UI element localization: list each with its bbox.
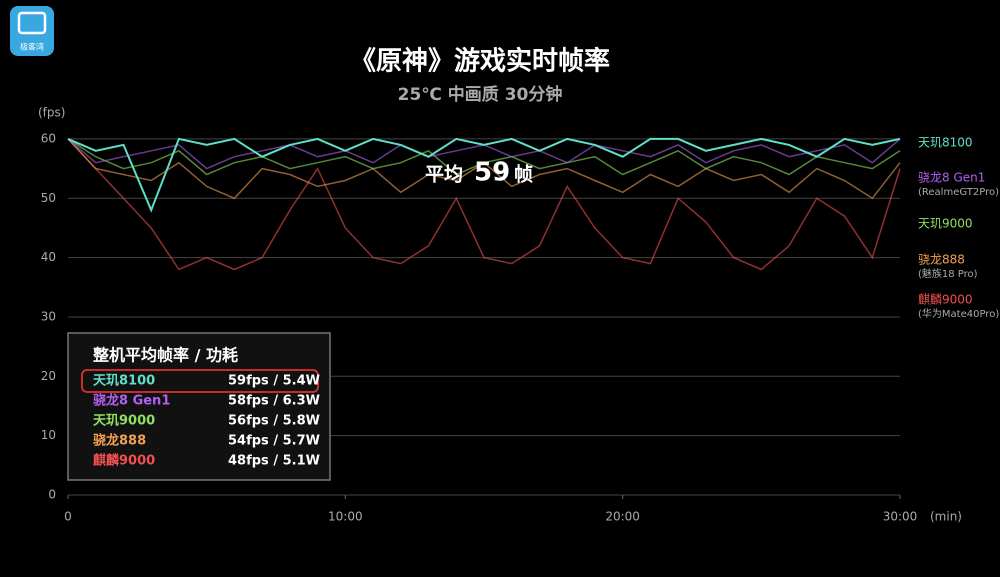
legend-label: 骁龙888 <box>918 253 965 267</box>
x-axis-label: (min) <box>930 510 962 524</box>
legend-label: 骁龙8 Gen1 <box>918 171 985 185</box>
y-tick-label: 50 <box>41 191 56 205</box>
series-line <box>67 137 901 213</box>
summary-value: 48fps / 5.1W <box>228 454 320 469</box>
x-tick-label: 10:00 <box>328 510 363 524</box>
y-tick-label: 40 <box>41 250 56 264</box>
lines <box>67 137 901 271</box>
summary-box <box>67 332 331 481</box>
summary-title: 整机平均帧率 / 功耗 <box>92 346 238 365</box>
legend-label: 麒麟9000 <box>918 292 973 307</box>
annotation-prefix: 平均 <box>425 163 463 186</box>
annotation-suffix: 帧 <box>514 163 533 186</box>
series-line <box>67 138 901 271</box>
y-tick-label: 0 <box>48 488 56 502</box>
summary-name: 麒麟9000 <box>93 453 155 469</box>
summary-name: 天玑9000 <box>93 414 155 429</box>
y-tick-label: 30 <box>41 309 56 323</box>
summary-value: 54fps / 5.7W <box>228 434 320 449</box>
x-tick-label: 30:00 <box>883 510 918 524</box>
chart-title: 《原神》游戏实时帧率 <box>350 46 610 77</box>
summary-table: 天玑8100 59fps / 5.4W 骁龙8 Gen1 58fps / 6.3W 天玑… <box>93 374 320 469</box>
summary-value: 59fps / 5.4W <box>228 374 320 389</box>
logo-icon <box>17 11 47 35</box>
summary-value: 58fps / 6.3W <box>228 394 320 409</box>
logo-badge <box>10 6 54 56</box>
legend-label: 天玑9000 <box>918 217 973 231</box>
legend-device: (华为Mate40Pro) <box>918 307 999 320</box>
summary-name: 骁龙8 Gen1 <box>93 393 170 409</box>
summary-value: 56fps / 5.8W <box>228 414 320 429</box>
x-tick-label: 0 <box>64 510 72 524</box>
legend-device: (RealmeGT2Pro) <box>918 187 999 198</box>
summary-name: 天玑8100 <box>93 374 155 389</box>
series-line <box>67 138 901 176</box>
chart-subtitle: 25℃ 中画质 30分钟 <box>398 84 563 105</box>
y-tick-label: 60 <box>41 131 56 145</box>
y-tick-label: 10 <box>41 428 56 442</box>
annotation-value: 59 <box>474 158 510 188</box>
legend-label: 天玑8100 <box>918 136 973 150</box>
y-axis-label: (fps) <box>38 106 65 120</box>
y-tick-label: 20 <box>41 369 56 383</box>
x-tick-label: 20:00 <box>605 510 640 524</box>
highlight <box>81 369 319 393</box>
logo-text: 极客湾 <box>20 42 44 52</box>
legend-device: (魅族18 Pro) <box>918 267 978 280</box>
summary-name: 骁龙888 <box>93 433 146 449</box>
